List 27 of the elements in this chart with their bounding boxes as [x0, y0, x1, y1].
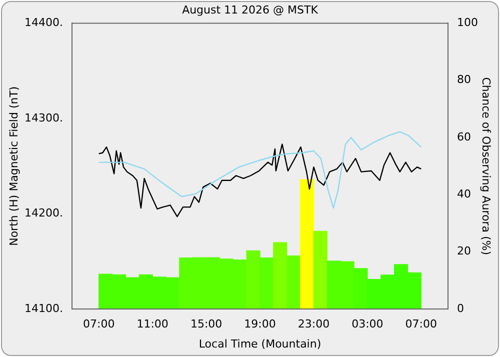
y-tick-label: 14400. — [24, 16, 63, 30]
y-tick-label: 14200. — [24, 206, 63, 220]
y2-tick-label: 100 — [457, 16, 478, 30]
chart-title: August 11 2026 @ MSTK — [182, 3, 319, 16]
y2-axis-title: Chance of Observing Aurora (%) — [480, 77, 493, 255]
x-tick-label: 19:00 — [244, 317, 276, 330]
x-tick-label: 07:00 — [405, 317, 437, 330]
y2-tick-label: 40 — [457, 188, 471, 201]
bar — [300, 179, 314, 309]
bar — [273, 242, 288, 309]
x-tick-label: 03:00 — [352, 317, 384, 330]
x-tick-label: 11:00 — [136, 317, 168, 330]
y2-tick-label: 80 — [457, 73, 471, 86]
y-tick-label: 14100. — [24, 302, 63, 315]
x-axis-title: Local Time (Mountain) — [198, 337, 322, 350]
bar — [260, 258, 274, 309]
x-tick-label: 07:00 — [83, 317, 115, 330]
y2-tick-label: 60 — [457, 130, 471, 144]
x-tick-label: 15:00 — [190, 317, 222, 330]
x-tick-label: 23:00 — [298, 317, 330, 330]
y2-tick-label: 20 — [457, 244, 471, 258]
bar — [286, 256, 301, 309]
y-axis-title: North (H) Magnetic Field (nT) — [7, 86, 20, 246]
y2-tick-label: 0 — [457, 302, 464, 315]
bar — [313, 230, 328, 309]
y-tick-label: 14300. — [24, 111, 63, 124]
bar — [246, 250, 260, 309]
